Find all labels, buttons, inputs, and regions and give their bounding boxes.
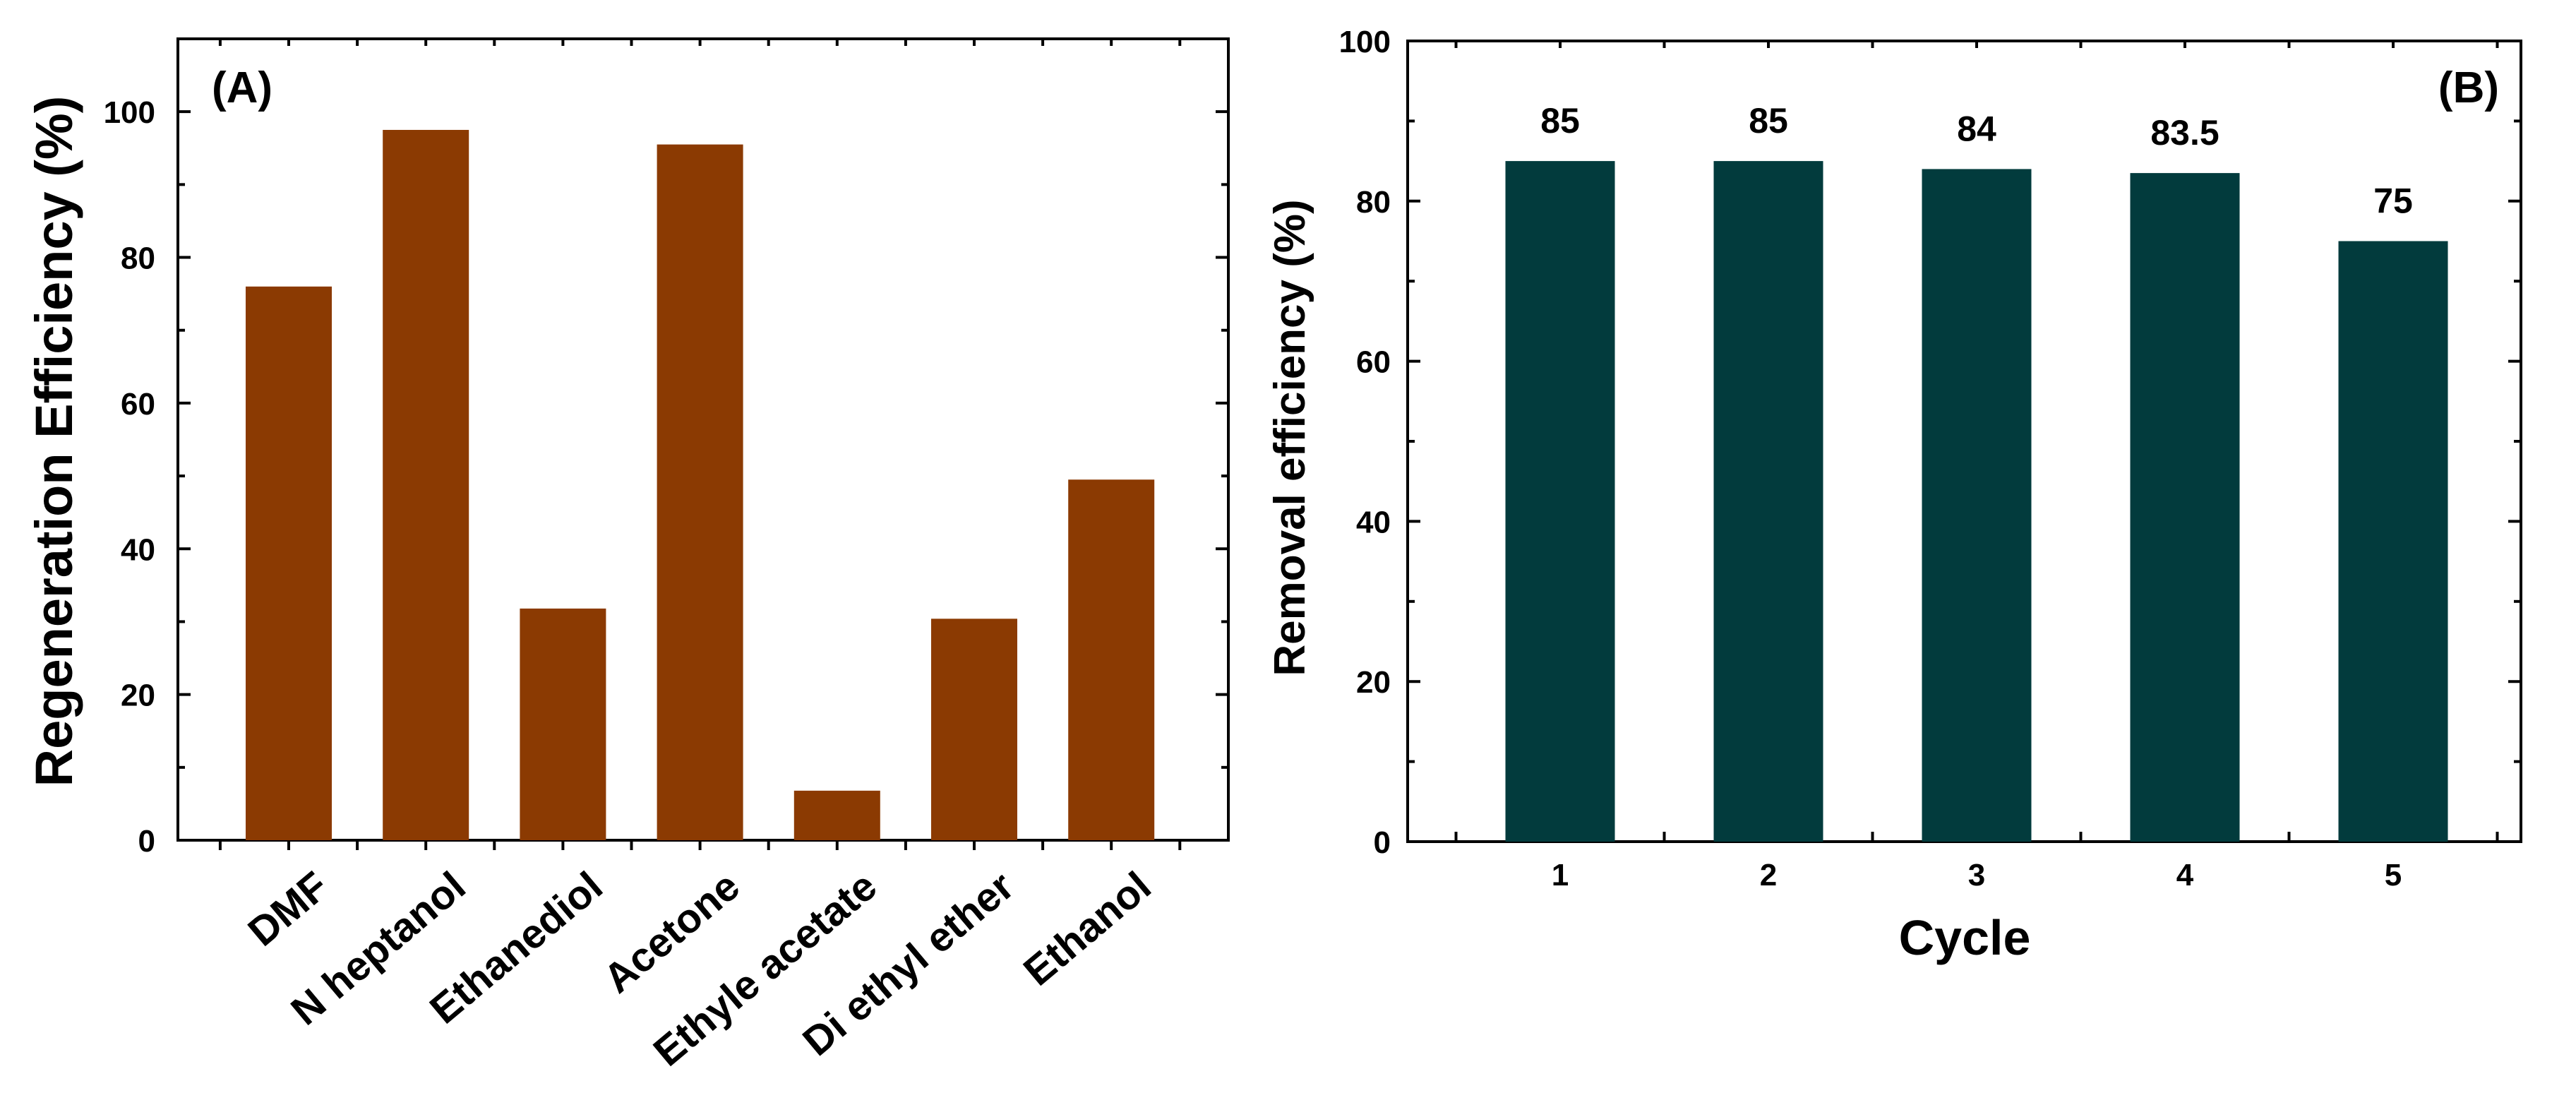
panel-b-y-axis-label: Removal efficiency (%) <box>1266 199 1314 676</box>
panel-b-y-tick-labels: 0 20 40 60 80 100 <box>1339 25 1391 860</box>
panel-a-y-tick-labels: 0 20 40 60 80 100 <box>104 95 155 859</box>
panel-a-y-axis-label: Regeneration Efficiency (%) <box>25 96 83 787</box>
panel-a-axis-ticks <box>178 37 1228 850</box>
bar <box>1505 161 1615 842</box>
data-label: 84 <box>1957 109 1996 148</box>
x-tick-label: 1 <box>1552 858 1569 892</box>
y-tick-label: 60 <box>1356 345 1391 380</box>
x-tick-label: DMF <box>239 863 337 955</box>
panel-b-bars <box>1505 161 2448 842</box>
bar <box>246 286 332 840</box>
bar <box>1068 479 1155 840</box>
panel-a-tag: (A) <box>212 64 272 112</box>
x-tick-label: 4 <box>2176 858 2194 892</box>
panel-b-data-labels: 85 85 84 83.5 75 <box>1540 101 2413 220</box>
x-tick-label: 5 <box>2385 858 2402 892</box>
panel-b-x-axis-label: Cycle <box>1899 910 2031 965</box>
y-tick-label: 40 <box>1356 505 1391 539</box>
data-label: 75 <box>2373 181 2413 221</box>
data-label: 85 <box>1749 101 1788 141</box>
y-tick-label: 40 <box>121 532 155 567</box>
panel-b-tag: (B) <box>2438 64 2499 112</box>
bar <box>520 608 606 840</box>
bar <box>657 144 743 840</box>
y-tick-label: 0 <box>1374 825 1391 860</box>
panel-b-chart: 85 85 84 83.5 75 0 20 40 60 80 100 1 2 3 4 5 Removal … <box>1266 25 2522 965</box>
y-tick-label: 20 <box>121 679 155 713</box>
y-tick-label: 100 <box>104 95 155 130</box>
y-tick-label: 60 <box>121 387 155 422</box>
y-tick-label: 100 <box>1339 25 1391 59</box>
x-tick-label: 3 <box>1968 858 1985 892</box>
bar <box>1713 161 1823 842</box>
data-label: 85 <box>1540 101 1580 141</box>
y-tick-label: 0 <box>138 824 155 859</box>
bar <box>2338 241 2448 842</box>
bar <box>793 790 880 840</box>
panel-a-bars <box>246 129 1155 840</box>
bar <box>1922 169 2032 842</box>
y-tick-label: 20 <box>1356 665 1391 700</box>
data-label: 83.5 <box>2150 113 2219 153</box>
bar <box>931 619 1017 840</box>
bar <box>383 129 469 840</box>
panel-b-x-tick-labels: 1 2 3 4 5 <box>1552 858 2402 892</box>
x-tick-label: Ethanol <box>1015 863 1160 994</box>
x-tick-label: 2 <box>1760 858 1777 892</box>
y-tick-label: 80 <box>121 241 155 276</box>
bar <box>2130 173 2240 842</box>
y-tick-label: 80 <box>1356 185 1391 220</box>
